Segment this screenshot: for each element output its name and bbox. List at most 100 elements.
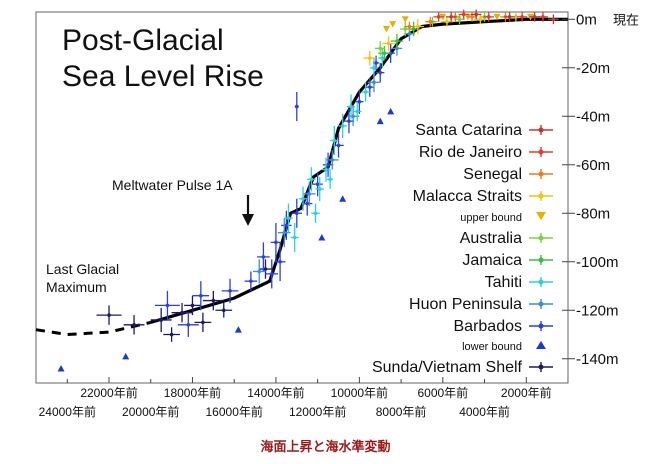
- data-points-group: [57, 9, 559, 372]
- x-tick-label-upper: 10000年前: [331, 385, 388, 400]
- chart-title-line-2: Sea Level Rise: [62, 60, 264, 93]
- data-point: [192, 281, 210, 311]
- data-point: [548, 14, 559, 25]
- annotation-lgm-line-2: Maximum: [46, 279, 107, 295]
- legend-marker: [536, 212, 546, 220]
- series-lower-bound: [57, 107, 395, 372]
- legend-label: Rio de Janeiro: [419, 144, 522, 161]
- x-tick-label-upper: 22000年前: [80, 385, 137, 400]
- data-point: [387, 107, 395, 115]
- y-tick-suffix: 現在: [613, 12, 639, 27]
- data-point: [330, 125, 339, 156]
- data-point: [265, 259, 279, 289]
- y-tick-label: -100m: [576, 254, 619, 271]
- data-point: [259, 259, 272, 279]
- data-point: [433, 12, 444, 22]
- x-tick-label-lower: 24000年前: [39, 404, 96, 419]
- data-point: [333, 133, 344, 158]
- data-point: [382, 36, 395, 51]
- legend-label: Australia: [460, 230, 522, 247]
- data-point: [483, 12, 494, 22]
- arrow-down-icon: [242, 195, 254, 226]
- data-point: [154, 290, 180, 320]
- y-tick-label: 0m: [576, 11, 597, 28]
- data-point: [343, 108, 355, 134]
- y-tick-label: -60m: [576, 157, 610, 174]
- data-point: [194, 312, 212, 333]
- chart-title-line-1: Post-Glacial: [62, 24, 224, 57]
- data-point: [474, 14, 487, 25]
- y-axis: 0m 現在 -20m -40m -60m -80m -100m -120m -140m: [562, 11, 639, 368]
- data-point: [389, 21, 397, 28]
- data-point: [321, 157, 331, 182]
- legend: Santa Catarina Rio de Janeiro Senegal Malac…: [372, 122, 553, 376]
- data-point: [290, 222, 299, 253]
- data-point: [529, 12, 540, 22]
- y-tick-label: -80m: [576, 205, 610, 222]
- legend-label: Sunda/Vietnam Shelf: [372, 359, 523, 376]
- data-point: [390, 33, 404, 49]
- legend-item-upper-bound: upper bound: [460, 212, 546, 224]
- legend-item-senegal: Senegal: [463, 166, 553, 183]
- legend-label: Tahiti: [485, 274, 522, 291]
- data-point: [57, 364, 65, 372]
- legend-marker: [529, 147, 553, 157]
- data-point: [163, 327, 180, 342]
- data-point: [470, 9, 482, 20]
- data-point: [376, 62, 385, 83]
- legend-item-santa-catarina: Santa Catarina: [415, 122, 553, 139]
- data-point: [466, 12, 478, 22]
- data-point: [339, 195, 347, 202]
- y-tick-label: -40m: [576, 108, 610, 125]
- legend-label: Barbados: [454, 318, 523, 335]
- data-point: [270, 222, 282, 262]
- data-point: [281, 210, 292, 240]
- data-point: [355, 89, 364, 114]
- x-tick-label-lower: 4000年前: [459, 404, 510, 419]
- legend-marker: [529, 169, 553, 179]
- data-point: [376, 117, 384, 125]
- data-point: [318, 234, 326, 241]
- y-tick-label: -120m: [576, 302, 619, 319]
- legend-label: Malacca Straits: [413, 188, 522, 205]
- data-point: [378, 48, 387, 68]
- data-point: [215, 302, 233, 318]
- series-santa-catarina: [445, 9, 559, 25]
- data-point: [150, 307, 172, 333]
- data-point: [400, 21, 411, 37]
- data-point: [516, 12, 528, 22]
- data-point: [291, 198, 302, 228]
- data-point: [122, 352, 130, 360]
- x-tick-label-upper: 18000年前: [164, 385, 221, 400]
- x-tick-label-lower: 8000年前: [376, 404, 427, 419]
- legend-marker: [529, 362, 553, 372]
- data-point: [312, 172, 323, 197]
- legend-item-malacca-straits: Malacca Straits: [413, 188, 553, 205]
- y-tick-label: -140m: [576, 351, 619, 368]
- legend-marker: [529, 255, 553, 265]
- data-point: [363, 50, 377, 66]
- trend-line-dashed: [35, 320, 152, 337]
- data-point: [404, 21, 415, 32]
- x-tick-label-lower: 12000年前: [289, 404, 346, 419]
- data-point: [257, 242, 270, 272]
- legend-item-rio-de-janeiro: Rio de Janeiro: [419, 144, 553, 161]
- legend-marker: [529, 321, 553, 331]
- legend-marker: [529, 299, 553, 309]
- data-point: [284, 203, 293, 233]
- x-tick-label-lower: 20000年前: [122, 404, 179, 419]
- data-point: [171, 302, 193, 323]
- legend-item-tahiti: Tahiti: [485, 274, 553, 291]
- data-point: [445, 12, 457, 22]
- legend-item-barbados: Barbados: [454, 318, 553, 335]
- annotation-meltwater-pulse: Meltwater Pulse 1A: [112, 177, 233, 193]
- data-point: [184, 295, 201, 316]
- data-point: [123, 315, 145, 335]
- x-tick-label-lower: 16000年前: [206, 404, 263, 419]
- data-point: [338, 113, 347, 139]
- data-point: [202, 290, 224, 311]
- data-point: [307, 167, 316, 192]
- data-point: [353, 101, 362, 122]
- legend-label: upper bound: [460, 212, 522, 224]
